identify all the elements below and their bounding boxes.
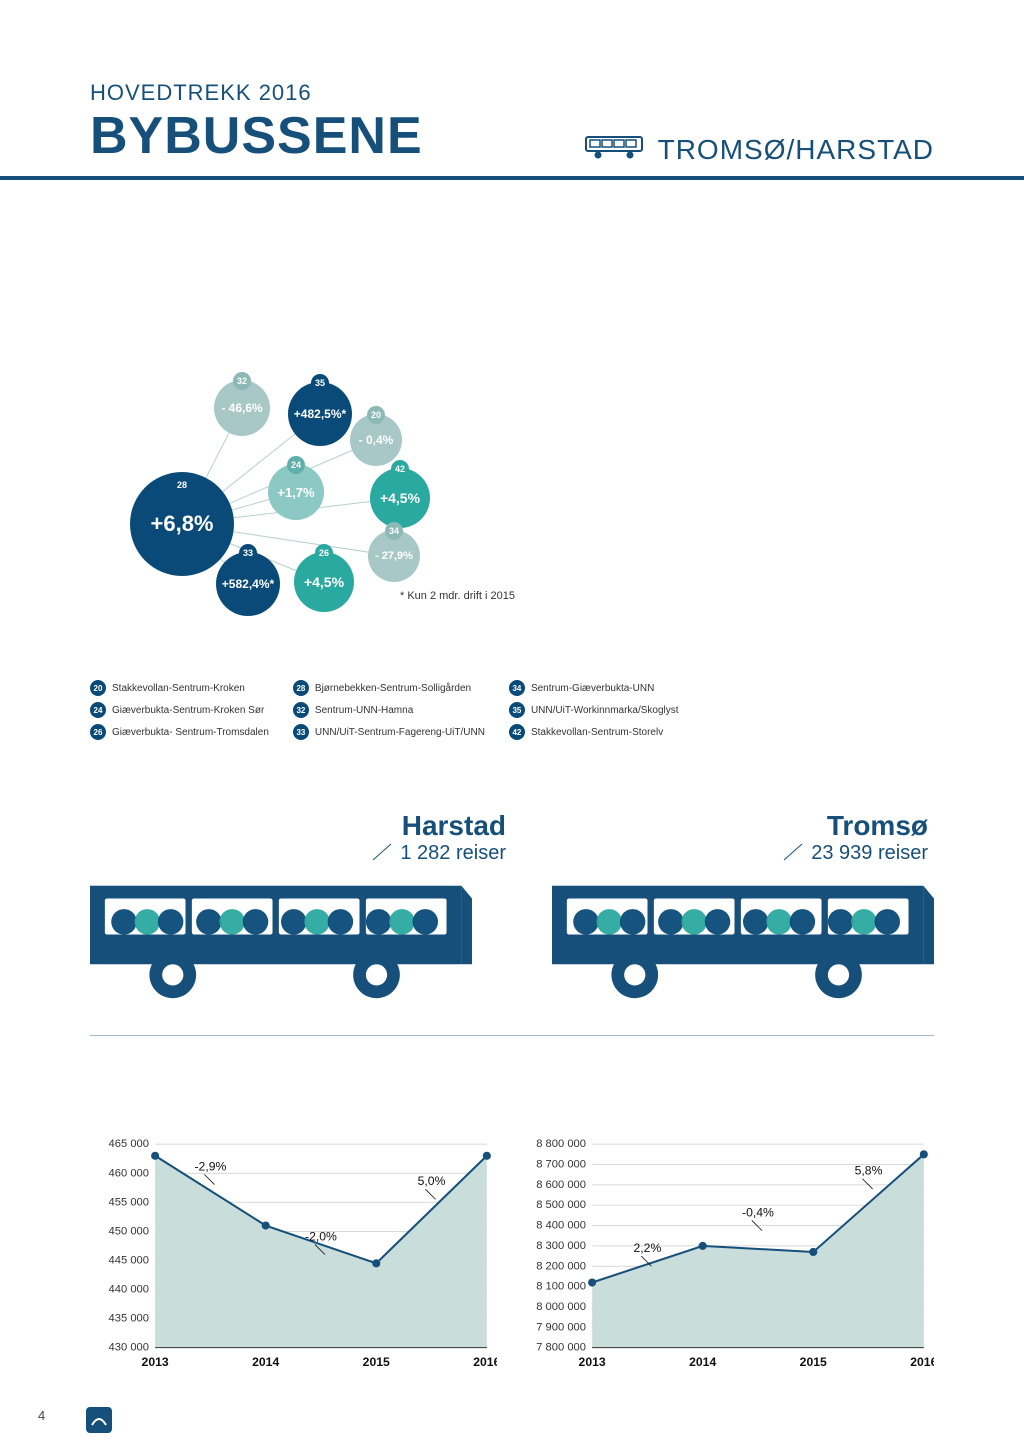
svg-text:2015: 2015: [800, 1355, 827, 1369]
charts-row: 430 000 435 000 440 000 445 000 450 000 455 0…: [90, 1136, 934, 1375]
svg-text:440 000: 440 000: [109, 1284, 149, 1296]
svg-text:8 700 000: 8 700 000: [536, 1159, 586, 1171]
tromso-city: Tromsø: [512, 810, 928, 842]
page-number: 4: [38, 1408, 45, 1423]
svg-text:2013: 2013: [579, 1355, 606, 1369]
svg-text:2016: 2016: [473, 1355, 497, 1369]
svg-text:465 000: 465 000: [109, 1139, 149, 1151]
header-location: TROMSØ/HARSTAD: [584, 134, 934, 166]
svg-text:8 800 000: 8 800 000: [536, 1139, 586, 1151]
route-legend: 20Stakkevollan-Sentrum-Kroken 24Giæverbuk…: [90, 680, 934, 740]
svg-text:5,8%: 5,8%: [855, 1164, 883, 1178]
harstad-trips: 1 282 reiser: [90, 842, 506, 865]
harstad-label: Harstad 1 282 reiser: [90, 810, 512, 865]
bubble-route-35: 35+482,5%*: [288, 382, 352, 446]
header-location-text: TROMSØ/HARSTAD: [658, 134, 934, 166]
svg-text:7 900 000: 7 900 000: [536, 1322, 586, 1334]
svg-text:2013: 2013: [142, 1355, 169, 1369]
svg-text:2016: 2016: [910, 1355, 934, 1369]
svg-text:8 500 000: 8 500 000: [536, 1200, 586, 1212]
bubble-route-42: 42+4,5%: [370, 468, 430, 528]
svg-text:455 000: 455 000: [109, 1197, 149, 1209]
header-subtitle: HOVEDTREKK 2016: [90, 80, 423, 106]
svg-text:5,0%: 5,0%: [418, 1174, 446, 1188]
svg-text:2014: 2014: [252, 1355, 279, 1369]
route-legend-item: 42Stakkevollan-Sentrum-Storelv: [509, 724, 679, 740]
svg-text:8 000 000: 8 000 000: [536, 1301, 586, 1313]
svg-text:-0,4%: -0,4%: [742, 1206, 774, 1220]
chart-right: 7 800 000 7 900 000 8 000 000 8 100 000 8 20…: [527, 1136, 934, 1375]
bubble-route-26: 26+4,5%: [294, 552, 354, 612]
tromso-label: Tromsø 23 939 reiser: [512, 810, 934, 865]
bus-icon: [584, 134, 644, 166]
svg-text:8 300 000: 8 300 000: [536, 1240, 586, 1252]
bubble-route-32: 32- 46,6%: [214, 380, 270, 436]
svg-text:8 200 000: 8 200 000: [536, 1261, 586, 1273]
tromso-trips: 23 939 reiser: [512, 842, 928, 865]
route-legend-item: 35UNN/UiT-Workinnmarka/Skoglyst: [509, 702, 679, 718]
svg-text:450 000: 450 000: [109, 1226, 149, 1238]
bubble-route-20: 20- 0,4%: [350, 414, 402, 466]
svg-text:2,2%: 2,2%: [634, 1241, 662, 1255]
tromso-bus: [552, 873, 934, 1005]
route-legend-item: 32Sentrum-UNN-Hamna: [293, 702, 485, 718]
route-legend-item: 24Giæverbukta-Sentrum-Kroken Sør: [90, 702, 269, 718]
svg-text:-2,9%: -2,9%: [194, 1160, 226, 1174]
bubble-route-34: 34- 27,9%: [368, 530, 420, 582]
svg-text:445 000: 445 000: [109, 1255, 149, 1267]
svg-text:435 000: 435 000: [109, 1313, 149, 1325]
route-legend-item: 26Giæverbukta- Sentrum-Tromsdalen: [90, 724, 269, 740]
bus-comparison: Harstad 1 282 reiser Tromsø 23 939 reise…: [90, 810, 934, 1036]
route-legend-item: 33UNN/UiT-Sentrum-Fagereng-UiT/UNN: [293, 724, 485, 740]
bubble-route-24: 24+1,7%: [268, 464, 324, 520]
svg-text:8 100 000: 8 100 000: [536, 1281, 586, 1293]
svg-text:430 000: 430 000: [109, 1342, 149, 1354]
svg-text:8 600 000: 8 600 000: [536, 1179, 586, 1191]
bubble-footnote: * Kun 2 mdr. drift i 2015: [400, 590, 1024, 602]
route-legend-item: 20Stakkevollan-Sentrum-Kroken: [90, 680, 269, 696]
header-divider: [0, 176, 1024, 180]
svg-text:-2,0%: -2,0%: [305, 1230, 337, 1244]
footer-logo-icon: [86, 1407, 112, 1433]
harstad-city: Harstad: [90, 810, 506, 842]
svg-text:7 800 000: 7 800 000: [536, 1342, 586, 1354]
svg-text:2014: 2014: [689, 1355, 716, 1369]
route-legend-item: 34Sentrum-Giæverbukta-UNN: [509, 680, 679, 696]
route-legend-item: 28Bjørnebekken-Sentrum-Solligården: [293, 680, 485, 696]
svg-text:460 000: 460 000: [109, 1168, 149, 1180]
harstad-bus: [90, 873, 472, 1005]
header-title: BYBUSSENE: [90, 106, 423, 166]
svg-text:8 400 000: 8 400 000: [536, 1220, 586, 1232]
bubble-route-33: 33+582,4%*: [216, 552, 280, 616]
divider: [90, 1035, 934, 1036]
page-header: HOVEDTREKK 2016 BYBUSSENE TROMSØ/HARSTAD: [90, 80, 934, 166]
svg-text:2015: 2015: [363, 1355, 390, 1369]
chart-left: 430 000 435 000 440 000 445 000 450 000 455 0…: [90, 1136, 497, 1375]
bubble-route-28: 28+6,8%: [130, 472, 234, 576]
